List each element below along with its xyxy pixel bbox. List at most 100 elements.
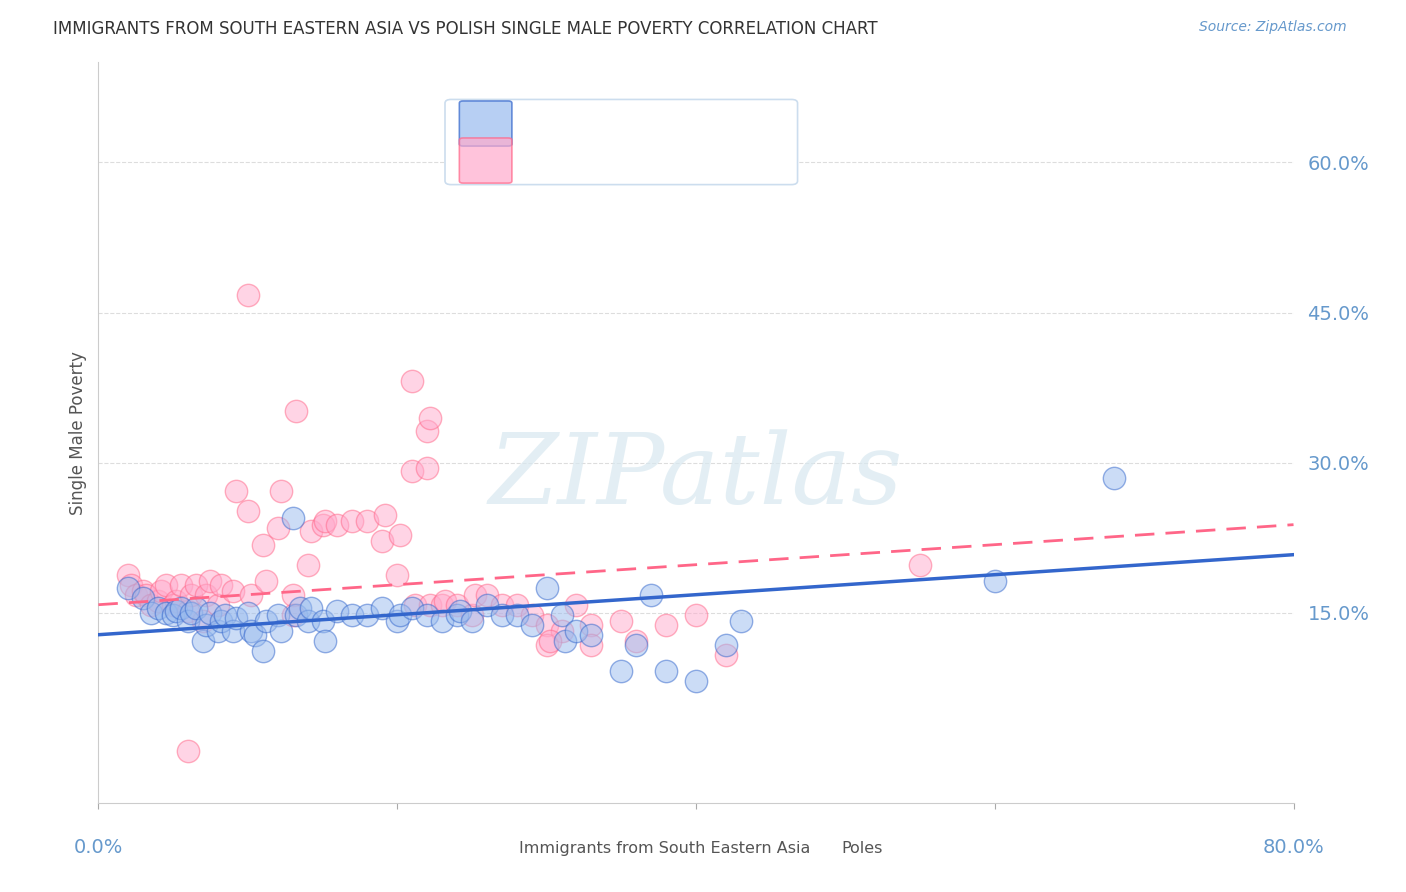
Point bbox=[270, 624, 292, 638]
Point bbox=[239, 588, 262, 602]
Point bbox=[554, 633, 576, 648]
Point bbox=[315, 633, 337, 648]
Point bbox=[155, 577, 177, 591]
Point bbox=[139, 598, 162, 612]
Point bbox=[389, 527, 412, 541]
Point bbox=[655, 664, 678, 678]
Point bbox=[626, 638, 648, 652]
Point bbox=[520, 617, 543, 632]
Point bbox=[207, 598, 229, 612]
Point bbox=[581, 617, 603, 632]
Point bbox=[165, 604, 187, 618]
Point bbox=[506, 607, 529, 622]
Text: R =  0.161: R = 0.161 bbox=[520, 114, 638, 133]
Point bbox=[356, 607, 378, 622]
Point bbox=[165, 593, 187, 607]
Point bbox=[225, 611, 247, 625]
Point bbox=[245, 628, 267, 642]
Point bbox=[132, 591, 155, 605]
Point bbox=[180, 588, 202, 602]
FancyBboxPatch shape bbox=[782, 831, 835, 864]
Point bbox=[419, 410, 441, 425]
Text: Poles: Poles bbox=[842, 841, 883, 856]
Point bbox=[714, 648, 737, 662]
Point bbox=[162, 598, 184, 612]
Text: N = 73: N = 73 bbox=[640, 151, 710, 170]
Point bbox=[565, 624, 588, 638]
Point bbox=[169, 600, 191, 615]
Point bbox=[446, 598, 468, 612]
Point bbox=[416, 607, 439, 622]
Point bbox=[430, 614, 453, 628]
Point bbox=[520, 607, 543, 622]
Point bbox=[475, 598, 498, 612]
Point bbox=[195, 588, 218, 602]
Point bbox=[207, 624, 229, 638]
Point bbox=[297, 614, 319, 628]
Point bbox=[132, 583, 155, 598]
Point bbox=[401, 464, 423, 478]
Text: ZIPatlas: ZIPatlas bbox=[489, 429, 903, 524]
Point bbox=[315, 514, 337, 528]
Point bbox=[139, 606, 162, 620]
Point bbox=[908, 558, 931, 572]
Point bbox=[184, 577, 207, 591]
Point bbox=[222, 583, 245, 598]
Text: IMMIGRANTS FROM SOUTH EASTERN ASIA VS POLISH SINGLE MALE POVERTY CORRELATION CHA: IMMIGRANTS FROM SOUTH EASTERN ASIA VS PO… bbox=[53, 20, 879, 37]
Point bbox=[371, 533, 394, 548]
Point bbox=[281, 607, 304, 622]
Point bbox=[610, 614, 633, 628]
Point bbox=[685, 673, 707, 688]
Point bbox=[177, 744, 200, 758]
Point bbox=[195, 617, 218, 632]
Point bbox=[311, 517, 333, 532]
Point bbox=[209, 577, 232, 591]
Point bbox=[177, 614, 200, 628]
Point bbox=[200, 606, 222, 620]
Point bbox=[326, 604, 349, 618]
Point bbox=[401, 600, 423, 615]
Point bbox=[404, 598, 426, 612]
Point bbox=[239, 624, 262, 638]
Point bbox=[117, 581, 139, 595]
Point bbox=[267, 607, 290, 622]
Point bbox=[389, 607, 412, 622]
Point bbox=[446, 607, 468, 622]
Point bbox=[200, 574, 222, 588]
Point bbox=[491, 598, 513, 612]
Point bbox=[252, 538, 274, 552]
Point bbox=[155, 606, 177, 620]
Point bbox=[491, 607, 513, 622]
Point bbox=[538, 633, 561, 648]
Point bbox=[184, 600, 207, 615]
Point bbox=[236, 606, 259, 620]
FancyBboxPatch shape bbox=[460, 831, 512, 864]
Point bbox=[180, 606, 202, 620]
Y-axis label: Single Male Poverty: Single Male Poverty bbox=[69, 351, 87, 515]
Point bbox=[714, 638, 737, 652]
Point bbox=[550, 607, 572, 622]
Point bbox=[117, 567, 139, 582]
FancyBboxPatch shape bbox=[460, 101, 512, 146]
Point bbox=[281, 510, 304, 524]
Point bbox=[449, 604, 471, 618]
Point bbox=[550, 624, 572, 638]
Point bbox=[288, 600, 311, 615]
Point bbox=[565, 598, 588, 612]
Point bbox=[191, 633, 214, 648]
Point bbox=[371, 600, 394, 615]
Point bbox=[120, 577, 142, 591]
Point bbox=[356, 514, 378, 528]
Point bbox=[281, 588, 304, 602]
Point bbox=[385, 614, 409, 628]
Point bbox=[475, 588, 498, 602]
Point bbox=[581, 628, 603, 642]
Point bbox=[416, 460, 439, 475]
Point bbox=[581, 638, 603, 652]
Text: Source: ZipAtlas.com: Source: ZipAtlas.com bbox=[1199, 20, 1347, 34]
Point bbox=[191, 614, 214, 628]
Point bbox=[284, 607, 307, 622]
Point bbox=[284, 403, 307, 417]
Text: R =  0.165: R = 0.165 bbox=[520, 151, 638, 170]
Point bbox=[299, 600, 322, 615]
